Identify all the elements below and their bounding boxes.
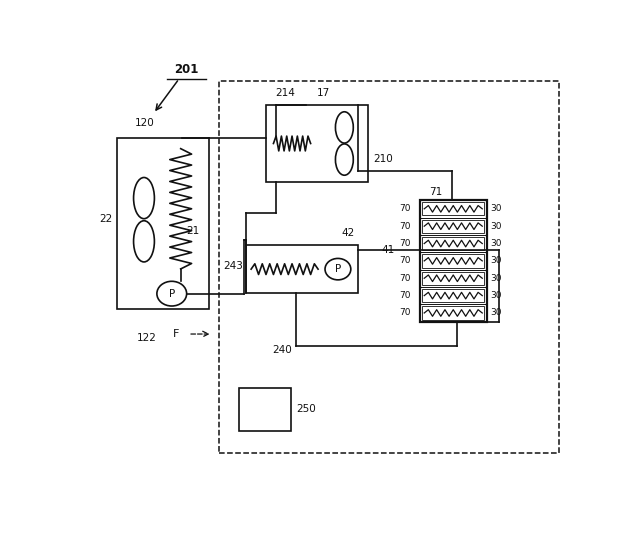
Bar xyxy=(266,105,367,181)
Text: 243: 243 xyxy=(223,261,243,271)
Bar xyxy=(422,237,484,250)
Text: 70: 70 xyxy=(399,239,411,248)
Text: 30: 30 xyxy=(491,274,502,283)
Text: 214: 214 xyxy=(275,88,295,98)
Text: F: F xyxy=(173,329,179,339)
Text: 250: 250 xyxy=(296,404,316,414)
Text: 30: 30 xyxy=(491,291,502,300)
Text: 30: 30 xyxy=(491,256,502,265)
Text: 22: 22 xyxy=(99,213,112,224)
Text: 30: 30 xyxy=(491,204,502,213)
Text: 17: 17 xyxy=(316,88,330,98)
Text: 70: 70 xyxy=(399,274,411,283)
Text: 70: 70 xyxy=(399,291,411,300)
Bar xyxy=(422,289,484,302)
Text: 210: 210 xyxy=(374,154,394,164)
Text: 30: 30 xyxy=(491,239,502,248)
Bar xyxy=(117,139,209,309)
Text: 70: 70 xyxy=(399,256,411,265)
Text: 201: 201 xyxy=(175,63,199,76)
Text: 21: 21 xyxy=(187,226,200,236)
Text: 41: 41 xyxy=(381,246,395,255)
Text: 30: 30 xyxy=(491,221,502,231)
Text: 71: 71 xyxy=(429,187,442,197)
Text: 42: 42 xyxy=(341,228,355,238)
Text: 30: 30 xyxy=(491,309,502,317)
Text: P: P xyxy=(335,264,341,274)
Bar xyxy=(422,272,484,285)
Text: 240: 240 xyxy=(273,345,292,355)
Bar xyxy=(422,254,484,268)
Bar xyxy=(422,202,484,216)
Text: P: P xyxy=(168,289,175,299)
Bar xyxy=(420,200,487,322)
Bar xyxy=(239,387,291,431)
Text: 122: 122 xyxy=(137,333,157,343)
Bar xyxy=(422,219,484,233)
Bar xyxy=(422,307,484,319)
Text: 120: 120 xyxy=(134,118,154,128)
Text: 70: 70 xyxy=(399,204,411,213)
Bar xyxy=(219,81,559,454)
Text: 70: 70 xyxy=(399,309,411,317)
Bar xyxy=(246,246,358,293)
Text: 70: 70 xyxy=(399,221,411,231)
